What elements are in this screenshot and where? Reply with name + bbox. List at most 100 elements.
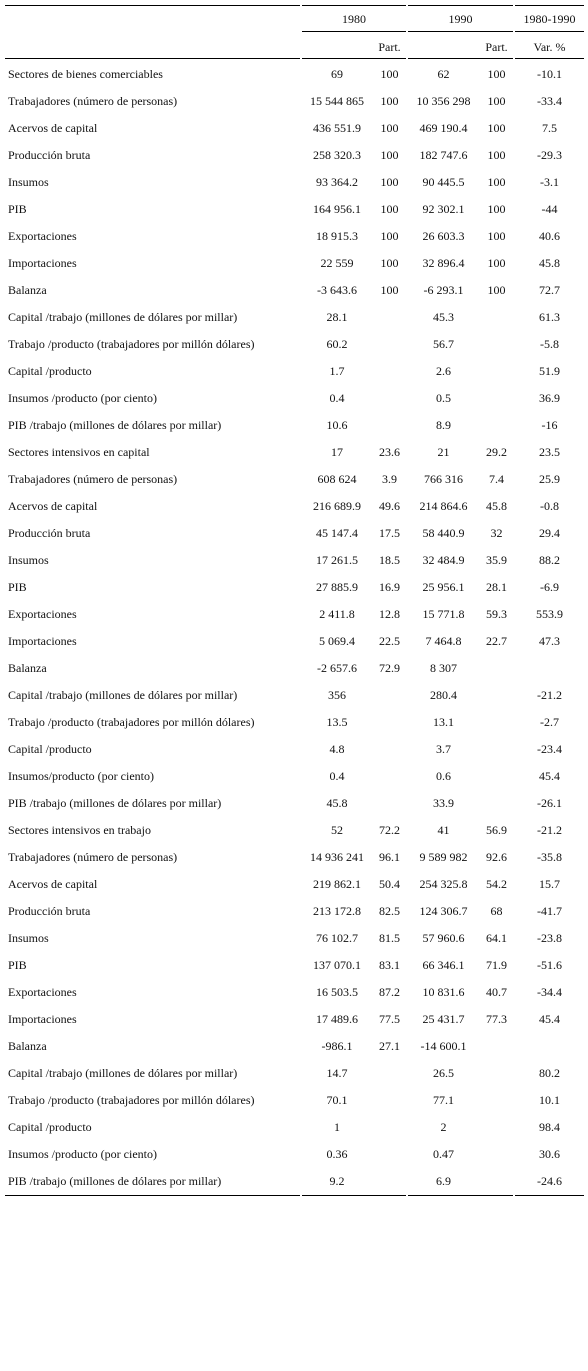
value-1980: 60.2 — [326, 337, 348, 351]
value-1990: 2.6 — [436, 364, 451, 378]
var-pct: -44 — [541, 202, 558, 216]
table-row: Trabajo /producto (trabajadores por mill… — [0, 709, 588, 736]
value-1990: 9 589 982 — [419, 850, 468, 864]
table-row: Importaciones 17 489.6 77.5 25 431.7 77.3 45.… — [0, 1006, 588, 1033]
table-row: Importaciones 5 069.4 22.5 7 464.8 22.7 47.3 — [0, 628, 588, 655]
value-1990: 21 — [437, 445, 450, 459]
var-pct: 80.2 — [539, 1066, 560, 1080]
row-label: Sectores intensivos en trabajo — [8, 823, 151, 837]
row-label: Exportaciones — [8, 985, 77, 999]
value-1990: 8.9 — [436, 418, 451, 432]
var-pct: 29.4 — [539, 526, 560, 540]
value-1990: 8 307 — [430, 661, 457, 675]
part-1980: 83.1 — [379, 958, 400, 972]
row-label: PIB /trabajo (millones de dólares por mi… — [8, 1174, 222, 1188]
row-label: Exportaciones — [8, 229, 77, 243]
value-1980: 5 069.4 — [319, 634, 355, 648]
var-pct: -3.1 — [540, 175, 559, 189]
var-pct: -33.4 — [537, 94, 562, 108]
table-row: Acervos de capital 216 689.9 49.6 214 864.6… — [0, 493, 588, 520]
part-1980: 100 — [380, 229, 399, 243]
value-1980: 93 364.2 — [316, 175, 358, 189]
header-bottom-rule-1980 — [302, 58, 406, 59]
value-1990: 41 — [437, 823, 450, 837]
value-1990: 92 302.1 — [422, 202, 465, 216]
part-1990: 100 — [487, 256, 506, 270]
part-1980: 96.1 — [379, 850, 400, 864]
value-1990: 57 960.6 — [422, 931, 465, 945]
var-pct: 45.8 — [539, 256, 560, 270]
value-1980: 14 936 241 — [310, 850, 364, 864]
value-1980: 216 689.9 — [313, 499, 361, 513]
bottom-rule-1980 — [302, 1195, 406, 1196]
value-1990: 214 864.6 — [419, 499, 468, 513]
value-1990: 124 306.7 — [419, 904, 468, 918]
value-1980: 137 070.1 — [313, 958, 361, 972]
value-1980: 52 — [331, 823, 343, 837]
var-pct: -23.8 — [537, 931, 562, 945]
var-pct: -35.8 — [537, 850, 562, 864]
value-1980: 436 551.9 — [313, 121, 361, 135]
value-1990: -6 293.1 — [423, 283, 464, 297]
var-pct: 23.5 — [539, 445, 560, 459]
row-label: Insumos — [8, 175, 49, 189]
table-row: Insumos /producto (por ciento) 0.36 0.47 30… — [0, 1141, 588, 1168]
part-1990: 100 — [487, 148, 506, 162]
part-1990: 100 — [487, 202, 506, 216]
part-1990: 100 — [487, 94, 506, 108]
var-pct: -5.8 — [540, 337, 559, 351]
row-label: Exportaciones — [8, 607, 77, 621]
var-pct: -16 — [541, 418, 558, 432]
var-pct: 72.7 — [539, 283, 560, 297]
var-pct: 45.4 — [539, 1012, 560, 1026]
value-1980: 4.8 — [329, 742, 345, 756]
row-label: PIB — [8, 580, 27, 594]
value-1990: 32 896.4 — [422, 256, 465, 270]
value-1980: 356 — [328, 688, 346, 702]
table-row: PIB 164 956.1 100 92 302.1 100 -44 — [0, 196, 588, 223]
value-1980: 9.2 — [329, 1174, 345, 1188]
row-label: PIB — [8, 202, 27, 216]
value-1980: 1.7 — [329, 364, 345, 378]
table-row: PIB 137 070.1 83.1 66 346.1 71.9 -51.6 — [0, 952, 588, 979]
value-1980: 17 261.5 — [316, 553, 358, 567]
var-pct: -10.1 — [537, 67, 562, 81]
value-1980: 27 885.9 — [316, 580, 358, 594]
table-row: Exportaciones 18 915.3 100 26 603.3 100 40.6 — [0, 223, 588, 250]
value-1990: 66 346.1 — [422, 958, 465, 972]
header-period: 1980-1990 — [523, 12, 576, 26]
header-bottom-rule-var — [515, 58, 584, 59]
table-row: Balanza -986.1 27.1 -14 600.1 — [0, 1033, 588, 1060]
value-1980: 17 489.6 — [316, 1012, 358, 1026]
part-1980: 18.5 — [379, 553, 400, 567]
table-row: Producción bruta 45 147.4 17.5 58 440.9 32 29… — [0, 520, 588, 547]
value-1980: 164 956.1 — [313, 202, 361, 216]
value-1980: 28.1 — [326, 310, 348, 324]
value-1980: 1 — [334, 1120, 340, 1134]
table-row: Insumos 93 364.2 100 90 445.5 100 -3.1 — [0, 169, 588, 196]
row-label: Producción bruta — [8, 526, 91, 540]
top-rule-var — [515, 5, 584, 6]
table-row: Capital /trabajo (millones de dólares po… — [0, 304, 588, 331]
row-label: Producción bruta — [8, 148, 91, 162]
row-label: Trabajo /producto (trabajadores por mill… — [8, 337, 255, 351]
table-row: Producción bruta 258 320.3 100 182 747.6 100… — [0, 142, 588, 169]
table-row: Insumos/producto (por ciento) 0.4 0.6 45.4 — [0, 763, 588, 790]
value-1980: 16 503.5 — [316, 985, 358, 999]
part-1990: 100 — [487, 283, 506, 297]
header-part-1990: Part. — [485, 40, 508, 54]
row-label: Importaciones — [8, 256, 77, 270]
part-1980: 100 — [380, 202, 399, 216]
part-1980: 50.4 — [379, 877, 400, 891]
var-pct: 98.4 — [539, 1120, 560, 1134]
var-pct: -6.9 — [540, 580, 559, 594]
part-1980: 3.9 — [382, 472, 397, 486]
table-row: Sectores intensivos en capital 17 23.6 21 29… — [0, 439, 588, 466]
part-1980: 27.1 — [379, 1039, 400, 1053]
table-row: Acervos de capital 436 551.9 100 469 190.4 1… — [0, 115, 588, 142]
part-1980: 17.5 — [379, 526, 400, 540]
table-row: Trabajadores (número de personas) 15 544 … — [0, 88, 588, 115]
part-1990: 45.8 — [486, 499, 507, 513]
header-bottom-rule-1990 — [408, 58, 513, 59]
part-1980: 100 — [380, 121, 399, 135]
